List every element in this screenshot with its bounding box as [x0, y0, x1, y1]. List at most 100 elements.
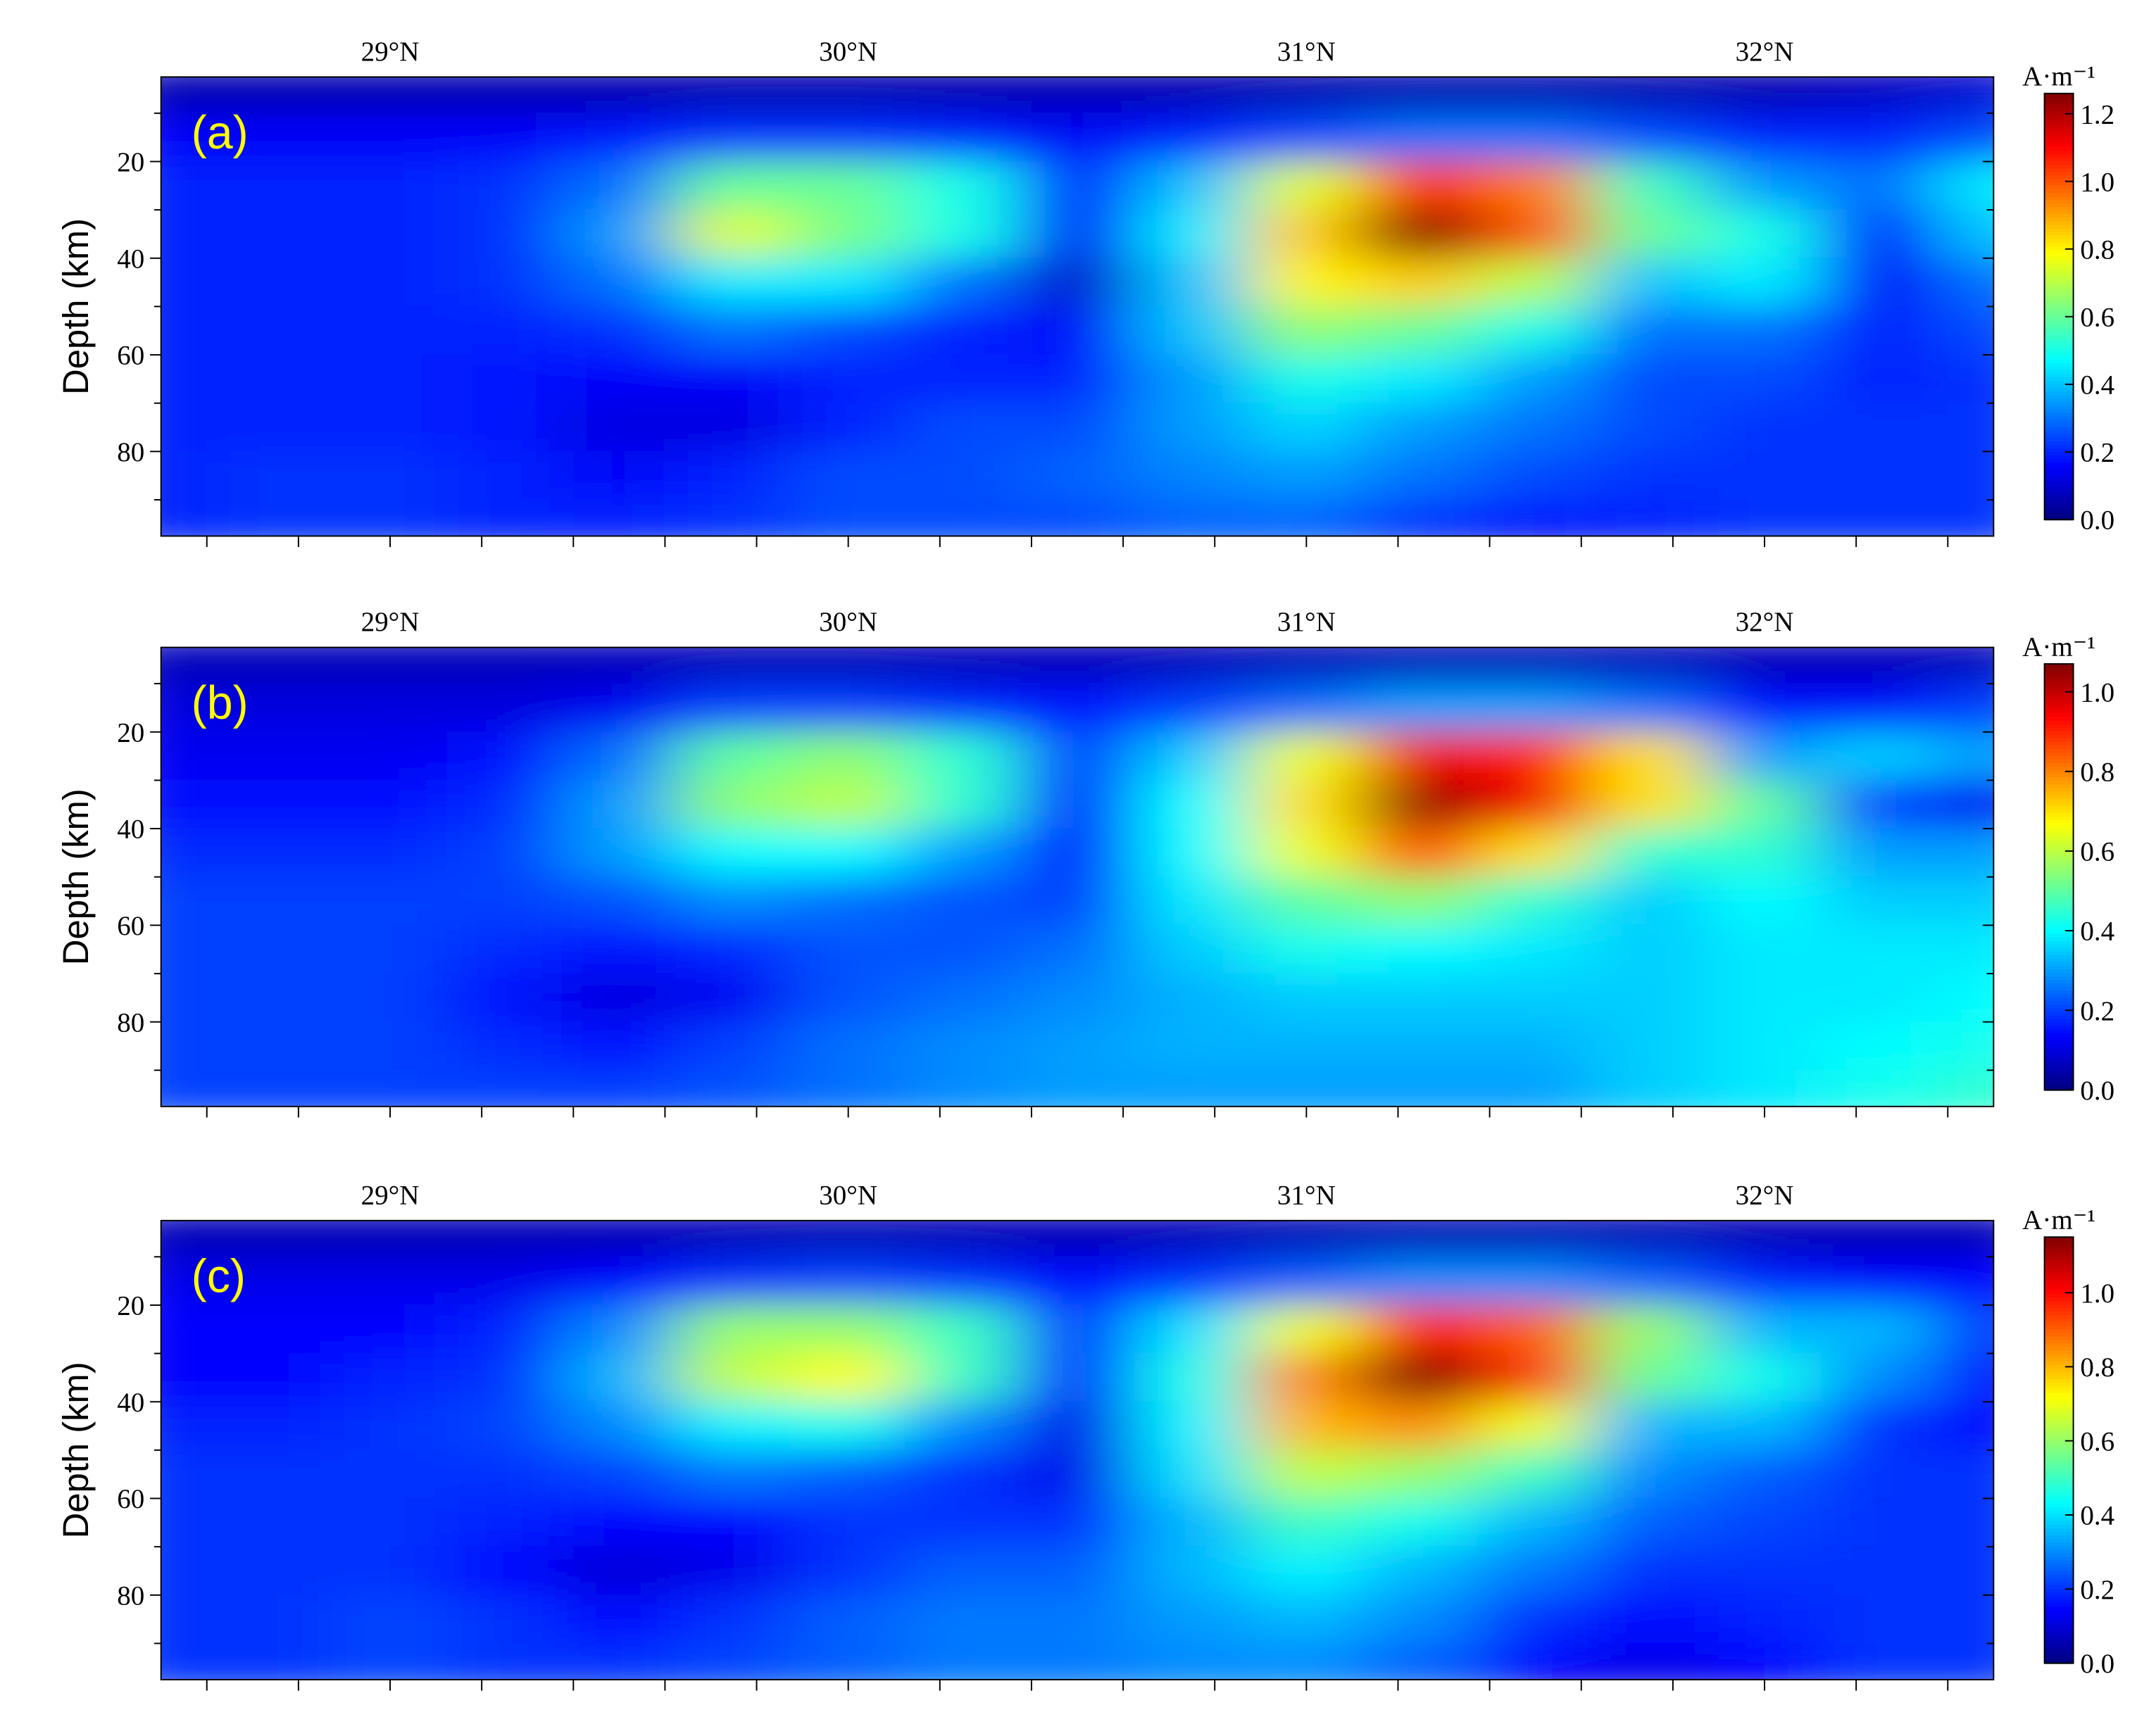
heat-cell: [1477, 924, 1594, 974]
heat-cell: [446, 1021, 563, 1071]
colorbar-strip: [2044, 1428, 2074, 1433]
heat-cell: [1019, 306, 1136, 356]
heat-cell: [446, 779, 563, 830]
heat-cell: [332, 683, 449, 733]
colorbar-strip: [2044, 221, 2074, 226]
heat-cell: [1821, 1594, 1938, 1644]
colorbar-tick-label: 0.0: [2080, 1649, 2114, 1679]
colorbar-strip: [2044, 200, 2074, 205]
colorbar-strip: [2044, 1393, 2074, 1398]
heat-cell: [1477, 451, 1594, 501]
colorbar-strip: [2044, 1571, 2074, 1575]
colorbar-strip: [2044, 812, 2074, 818]
heat-cell: [675, 1449, 792, 1499]
colorbar-strip: [2044, 1061, 2074, 1067]
colorbar-tick-label: 1.0: [2080, 1278, 2114, 1309]
heat-cell: [561, 209, 677, 259]
heat-cell: [1936, 402, 1994, 453]
heat-cell: [675, 1497, 792, 1548]
heat-cell: [1019, 209, 1136, 259]
heat-cell: [675, 876, 792, 926]
colorbar-strip: [2044, 306, 2074, 311]
heat-cell: [446, 828, 563, 878]
colorbar: 0.0 0.2 0.4 0.6 0.8 1.0 A·m⁻¹: [2022, 1205, 2114, 1680]
colorbar-strip: [2044, 869, 2074, 874]
heat-cell: [161, 1497, 219, 1548]
heat-cell: [561, 306, 677, 356]
heat-cell: [218, 924, 334, 974]
colorbar-strip: [2044, 427, 2074, 432]
heat-cell: [1821, 1256, 1938, 1306]
heat-cell: [446, 451, 563, 501]
heat-cell: [790, 112, 906, 163]
heat-cell: [161, 876, 219, 926]
heat-cell: [1362, 876, 1479, 926]
heat-cell: [1821, 306, 1938, 356]
heat-cell: [790, 1401, 906, 1451]
colorbar-strip: [2044, 678, 2074, 683]
colorbar-strip: [2044, 713, 2074, 718]
colorbar-strip: [2044, 781, 2074, 786]
heat-cell: [905, 161, 1021, 211]
heat-cell: [675, 306, 792, 356]
heat-cell: [790, 1642, 906, 1680]
heat-cell: [1019, 402, 1136, 453]
colorbar-strip: [2044, 1343, 2074, 1348]
colorbar-strip: [2044, 838, 2074, 843]
heat-cell: [1362, 1021, 1479, 1071]
heat-cell: [218, 499, 334, 536]
heat-cell: [1706, 1401, 1823, 1451]
heat-cell: [1019, 1069, 1136, 1107]
heat-cell: [1706, 924, 1823, 974]
heat-cell: [1248, 402, 1365, 453]
colorbar-strip: [2044, 948, 2074, 952]
colorbar-strip: [2044, 430, 2074, 436]
x-tick-label: 29°N: [361, 1180, 420, 1210]
heat-cell: [675, 354, 792, 404]
heat-cell: [332, 1401, 449, 1451]
heat-cell: [1477, 731, 1594, 781]
colorbar-strip: [2044, 1040, 2074, 1045]
colorbar-strip: [2044, 876, 2074, 881]
colorbar-strip: [2044, 1514, 2074, 1518]
colorbar-strip: [2044, 1047, 2074, 1052]
heat-cell: [1706, 731, 1823, 781]
heat-cell: [561, 973, 677, 1023]
colorbar-strip: [2044, 1446, 2074, 1452]
heat-cell: [905, 1449, 1021, 1499]
heat-cell: [332, 306, 449, 356]
heat-cell: [675, 257, 792, 308]
colorbar-strip: [2044, 955, 2074, 960]
colorbar-frame: [2043, 663, 2074, 1091]
colorbar-label: A·m⁻¹: [2022, 61, 2095, 92]
heat-cell: [1477, 354, 1594, 404]
colorbar-strip: [2044, 958, 2074, 963]
heat-cell: [1477, 77, 1594, 114]
heat-cell: [446, 112, 563, 163]
colorbar-strip: [2044, 1400, 2074, 1405]
heat-cell: [1592, 354, 1708, 404]
heat-cell: [161, 924, 219, 974]
heat-cell: [1592, 209, 1708, 259]
x-tick-label: 30°N: [819, 37, 877, 67]
colorbar-strip: [2044, 203, 2074, 208]
heat-cell: [561, 1401, 677, 1451]
colorbar-strip: [2044, 1503, 2074, 1508]
heat-cell: [905, 1352, 1021, 1403]
heat-cell: [1019, 924, 1136, 974]
heat-cell: [1248, 973, 1365, 1023]
heat-cell: [1362, 77, 1479, 114]
heat-cell: [161, 112, 219, 163]
heat-cell: [1134, 1401, 1251, 1451]
colorbar-strip: [2044, 1489, 2074, 1494]
heat-cell: [1706, 1449, 1823, 1499]
heat-cell: [1936, 1642, 1994, 1680]
heat-cell: [161, 828, 219, 878]
heat-cell: [446, 1497, 563, 1548]
heat-cell: [1592, 77, 1708, 114]
heat-cell: [790, 306, 906, 356]
colorbar-strip: [2044, 1301, 2074, 1306]
y-tick-label: 40: [117, 814, 144, 845]
heat-cell: [446, 1220, 563, 1258]
heat-cell: [1248, 1304, 1365, 1354]
